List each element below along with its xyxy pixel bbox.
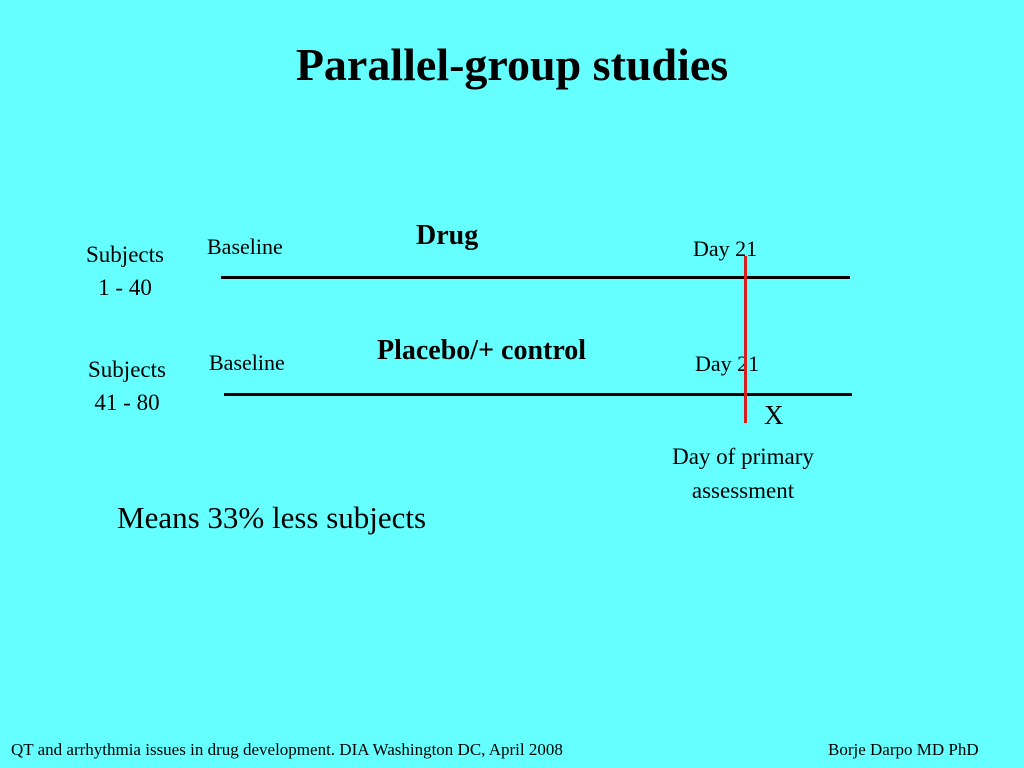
group-2-subjects-label: Subjects bbox=[88, 357, 166, 382]
group-2-subjects: Subjects 41 - 80 bbox=[67, 353, 187, 419]
primary-assessment-line bbox=[744, 256, 747, 423]
assessment-marker: X bbox=[764, 400, 784, 430]
group-2-timeline bbox=[224, 393, 852, 396]
group-2-treatment-label: Placebo/+ control bbox=[377, 335, 587, 366]
group-1-baseline-label: Baseline bbox=[207, 234, 283, 259]
group-1-treatment-label: Drug bbox=[416, 220, 479, 251]
group-1-endpoint-label: Day 21 bbox=[693, 236, 758, 261]
group-1-timeline bbox=[221, 276, 850, 279]
assessment-caption-line-2: assessment bbox=[691, 478, 795, 503]
group-2-endpoint-label: Day 21 bbox=[695, 351, 760, 376]
assessment-caption: Day of primary assessment bbox=[643, 440, 843, 508]
group-1-subjects: Subjects 1 - 40 bbox=[65, 238, 185, 304]
assessment-caption-line-1: Day of primary bbox=[672, 444, 814, 469]
group-2-subjects-range: 41 - 80 bbox=[94, 390, 160, 415]
subjects-note: Means 33% less subjects bbox=[117, 500, 427, 535]
footer-author: Borje Darpo MD PhD bbox=[828, 740, 979, 759]
group-2-baseline-label: Baseline bbox=[209, 350, 285, 375]
group-1-subjects-label: Subjects bbox=[86, 242, 164, 267]
slide-title: Parallel-group studies bbox=[295, 39, 729, 90]
group-1-subjects-range: 1 - 40 bbox=[98, 275, 152, 300]
footer-citation: QT and arrhythmia issues in drug develop… bbox=[11, 740, 563, 759]
